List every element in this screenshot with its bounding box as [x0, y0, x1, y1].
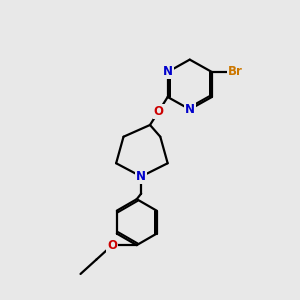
Text: N: N [185, 103, 195, 116]
Text: N: N [136, 170, 146, 183]
Text: O: O [154, 105, 164, 118]
Text: Br: Br [228, 65, 243, 79]
Text: N: N [163, 65, 173, 79]
Text: O: O [107, 238, 117, 252]
